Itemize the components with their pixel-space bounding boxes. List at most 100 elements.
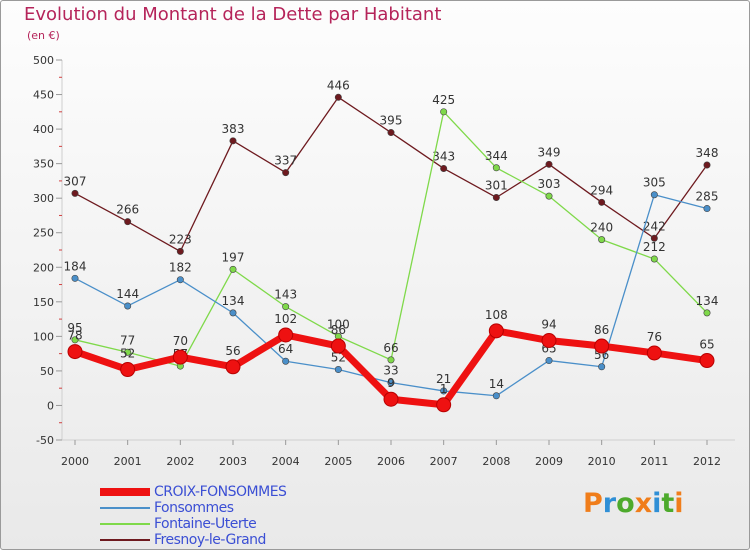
data-point: [492, 392, 500, 400]
data-label: 348: [696, 146, 719, 160]
data-label: 240: [590, 221, 613, 235]
data-point: [172, 349, 188, 365]
y-tick-label: 400: [33, 123, 54, 136]
legend-item-croix-fonsommes: CROIX-FONSOMMES: [100, 484, 360, 500]
data-label: 301: [485, 178, 508, 192]
x-tick-label: 2006: [377, 455, 405, 468]
data-label: 349: [538, 145, 561, 159]
data-label: 266: [116, 203, 139, 217]
data-point: [598, 363, 606, 371]
data-point: [387, 356, 395, 364]
data-point: [387, 379, 395, 387]
data-point: [229, 265, 237, 273]
x-tick-label: 2008: [482, 455, 510, 468]
data-point: [440, 164, 448, 172]
data-label: 307: [64, 174, 87, 188]
legend-swatch: [100, 488, 150, 496]
data-point: [71, 336, 79, 344]
legend: CROIX-FONSOMMES Fonsommes Fontaine-Utert…: [100, 484, 360, 548]
data-label: 446: [327, 78, 350, 92]
data-label: 212: [643, 240, 666, 254]
data-point: [545, 192, 553, 200]
data-point: [282, 169, 290, 177]
x-tick-label: 2007: [430, 455, 458, 468]
data-label: 102: [274, 312, 297, 326]
data-point: [545, 357, 553, 365]
logo-letter: r: [602, 488, 617, 519]
data-point: [598, 236, 606, 244]
x-tick-label: 2012: [693, 455, 721, 468]
data-point: [229, 137, 237, 145]
data-label: 294: [590, 183, 613, 197]
data-point: [383, 391, 399, 407]
data-label: 70: [173, 334, 188, 348]
data-label: 143: [274, 288, 297, 302]
chart-subtitle: (en €): [27, 29, 60, 42]
data-point: [334, 366, 342, 374]
data-label: 184: [64, 259, 87, 273]
data-label: 14: [489, 377, 504, 391]
data-label: 425: [432, 93, 455, 107]
x-tick-label: 2001: [114, 455, 142, 468]
data-point: [225, 359, 241, 375]
data-label: 94: [541, 318, 556, 332]
y-tick-label: 50: [40, 365, 54, 378]
data-label: 86: [331, 323, 346, 337]
data-label: 383: [222, 122, 245, 136]
data-point: [440, 387, 448, 395]
legend-item-fonsommes: Fonsommes: [100, 500, 360, 516]
data-point: [124, 302, 132, 310]
data-label: 303: [538, 177, 561, 191]
logo-letter: i: [674, 488, 684, 519]
logo-letter: t: [661, 488, 675, 519]
logo-letter: P: [583, 488, 603, 519]
data-point: [488, 323, 504, 339]
data-point: [703, 161, 711, 169]
x-tick-label: 2002: [166, 455, 194, 468]
data-point: [124, 348, 132, 356]
data-label: 77: [120, 333, 135, 347]
data-point: [650, 191, 658, 199]
data-point: [124, 218, 132, 226]
data-point: [492, 164, 500, 172]
x-tick-label: 2010: [588, 455, 616, 468]
data-point: [176, 276, 184, 284]
x-tick-label: 2003: [219, 455, 247, 468]
data-point: [541, 333, 557, 349]
data-label: 197: [222, 250, 245, 264]
data-label: 78: [67, 329, 82, 343]
data-label: 343: [432, 149, 455, 163]
data-point: [282, 357, 290, 365]
data-label: 1: [440, 382, 448, 396]
legend-label: CROIX-FONSOMMES: [154, 484, 287, 500]
data-point: [282, 303, 290, 311]
data-point: [229, 309, 237, 317]
data-label: 95: [67, 321, 82, 335]
y-tick-label: 450: [33, 89, 54, 102]
logo-letter: o: [616, 488, 635, 519]
data-label: 242: [643, 219, 666, 233]
y-tick-label: 300: [33, 192, 54, 205]
data-point: [699, 353, 715, 369]
x-tick-label: 2009: [535, 455, 563, 468]
data-label: 134: [696, 294, 719, 308]
legend-swatch: [100, 539, 150, 541]
data-point: [703, 309, 711, 317]
data-point: [334, 93, 342, 101]
y-tick-label: 150: [33, 296, 54, 309]
data-point: [67, 344, 83, 360]
data-point: [278, 327, 294, 343]
data-point: [545, 160, 553, 168]
legend-label: Fonsommes: [154, 500, 234, 516]
data-label: 21: [436, 372, 451, 386]
data-label: 65: [699, 338, 714, 352]
data-point: [650, 255, 658, 263]
data-point: [598, 198, 606, 206]
data-label: 108: [485, 308, 508, 322]
legend-label: Fontaine-Uterte: [154, 516, 257, 532]
data-point: [436, 397, 452, 413]
legend-label: Fresnoy-le-Grand: [154, 532, 266, 548]
data-point: [440, 108, 448, 116]
data-label: 66: [383, 341, 398, 355]
